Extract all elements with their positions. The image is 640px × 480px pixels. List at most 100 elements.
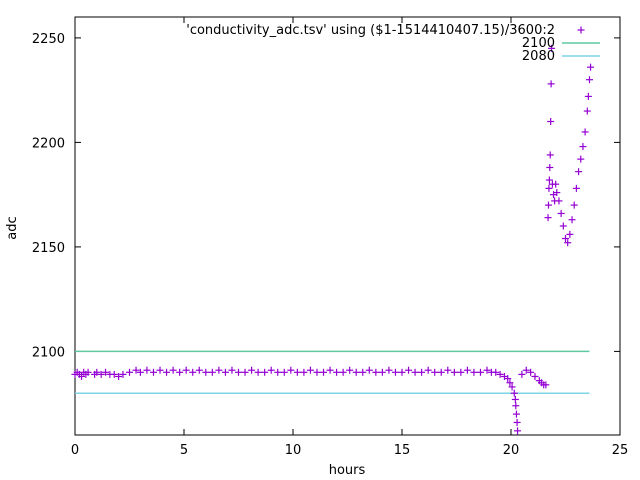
data-point (313, 368, 321, 376)
plot-border (74, 16, 621, 436)
data-point (463, 366, 471, 374)
data-point (552, 180, 560, 188)
data-point (78, 372, 86, 380)
y-axis-label: adc (5, 216, 20, 239)
y-tick-label: 2200 (32, 136, 65, 151)
data-point (585, 76, 593, 84)
data-point (326, 366, 334, 374)
data-point (544, 214, 552, 222)
data-point (512, 402, 520, 410)
data-point (584, 92, 592, 100)
data-point (306, 366, 314, 374)
data-point (476, 368, 484, 376)
data-point (300, 368, 308, 376)
data-point (215, 366, 223, 374)
data-point (241, 368, 249, 376)
data-point (346, 366, 354, 374)
data-point (385, 366, 393, 374)
data-point (352, 368, 360, 376)
data-point (235, 368, 242, 376)
data-point (512, 410, 520, 418)
data-point (411, 368, 419, 376)
y-tick-label: 2150 (32, 241, 65, 256)
data-point (579, 143, 587, 151)
plot-frame (74, 16, 621, 436)
data-point (444, 366, 452, 374)
data-point (559, 222, 567, 230)
data-point (457, 368, 465, 376)
data-point (450, 368, 458, 376)
data-point (119, 370, 127, 378)
y-tick-label: 2100 (32, 345, 65, 360)
data-point (572, 184, 580, 192)
x-tick-label: 20 (503, 443, 520, 458)
data-point (102, 368, 110, 376)
data-point (577, 155, 585, 163)
data-point (208, 368, 216, 376)
data-point (431, 368, 439, 376)
data-point (182, 366, 190, 374)
data-point (169, 366, 177, 374)
data-point (545, 176, 553, 184)
x-axis-label: hours (329, 463, 366, 478)
data-point (293, 368, 301, 376)
data-point (391, 368, 399, 376)
legend: 'conductivity_adc.tsv' using ($1-1514410… (186, 23, 600, 64)
data-point (424, 366, 432, 374)
data-point (581, 128, 589, 136)
data-point (547, 118, 555, 125)
legend-entry-label: 2100 (522, 36, 555, 51)
x-tick-label: 0 (71, 443, 79, 458)
data-point (267, 366, 275, 374)
data-point (280, 368, 288, 376)
data-point (156, 366, 164, 374)
data-point (132, 366, 140, 374)
data-point (518, 370, 526, 378)
data-point (555, 197, 563, 205)
data-point (564, 239, 572, 247)
data-point (254, 368, 262, 376)
data-point (126, 368, 133, 376)
data-point (163, 368, 171, 376)
data-point (553, 189, 561, 197)
data-point (483, 366, 491, 374)
data-point (261, 368, 269, 376)
data-point (248, 366, 256, 374)
data-point (506, 379, 514, 387)
data-points (71, 44, 595, 435)
data-point (587, 63, 595, 71)
data-point (320, 368, 328, 376)
data-point (418, 368, 426, 376)
data-point (570, 201, 578, 209)
data-point (149, 368, 157, 376)
data-point (557, 209, 565, 217)
x-tick-label: 25 (612, 443, 629, 458)
data-point (365, 366, 373, 374)
data-point (568, 216, 576, 224)
data-point (398, 368, 406, 376)
data-point (339, 368, 347, 376)
data-point (504, 375, 512, 383)
data-point (508, 383, 516, 391)
data-point (562, 235, 569, 243)
data-point (546, 151, 554, 159)
legend-entry-label: 'conductivity_adc.tsv' using ($1-1514410… (186, 23, 555, 38)
data-point (136, 368, 144, 376)
data-point (575, 168, 583, 176)
data-point (511, 395, 519, 403)
data-point (202, 368, 210, 376)
data-point (492, 368, 500, 376)
data-point (93, 368, 101, 376)
data-point (510, 389, 518, 397)
data-point (115, 372, 123, 380)
data-point (583, 107, 591, 115)
data-point (189, 368, 197, 376)
data-point (333, 368, 341, 376)
legend-entry-label: 2080 (522, 49, 555, 64)
data-point (470, 368, 478, 376)
x-tick-label: 15 (394, 443, 411, 458)
data-point (546, 163, 554, 171)
tick-labels: 0 5 10 15 20 25 2100 2150 2200 2250 (32, 32, 628, 458)
data-point (514, 427, 522, 435)
